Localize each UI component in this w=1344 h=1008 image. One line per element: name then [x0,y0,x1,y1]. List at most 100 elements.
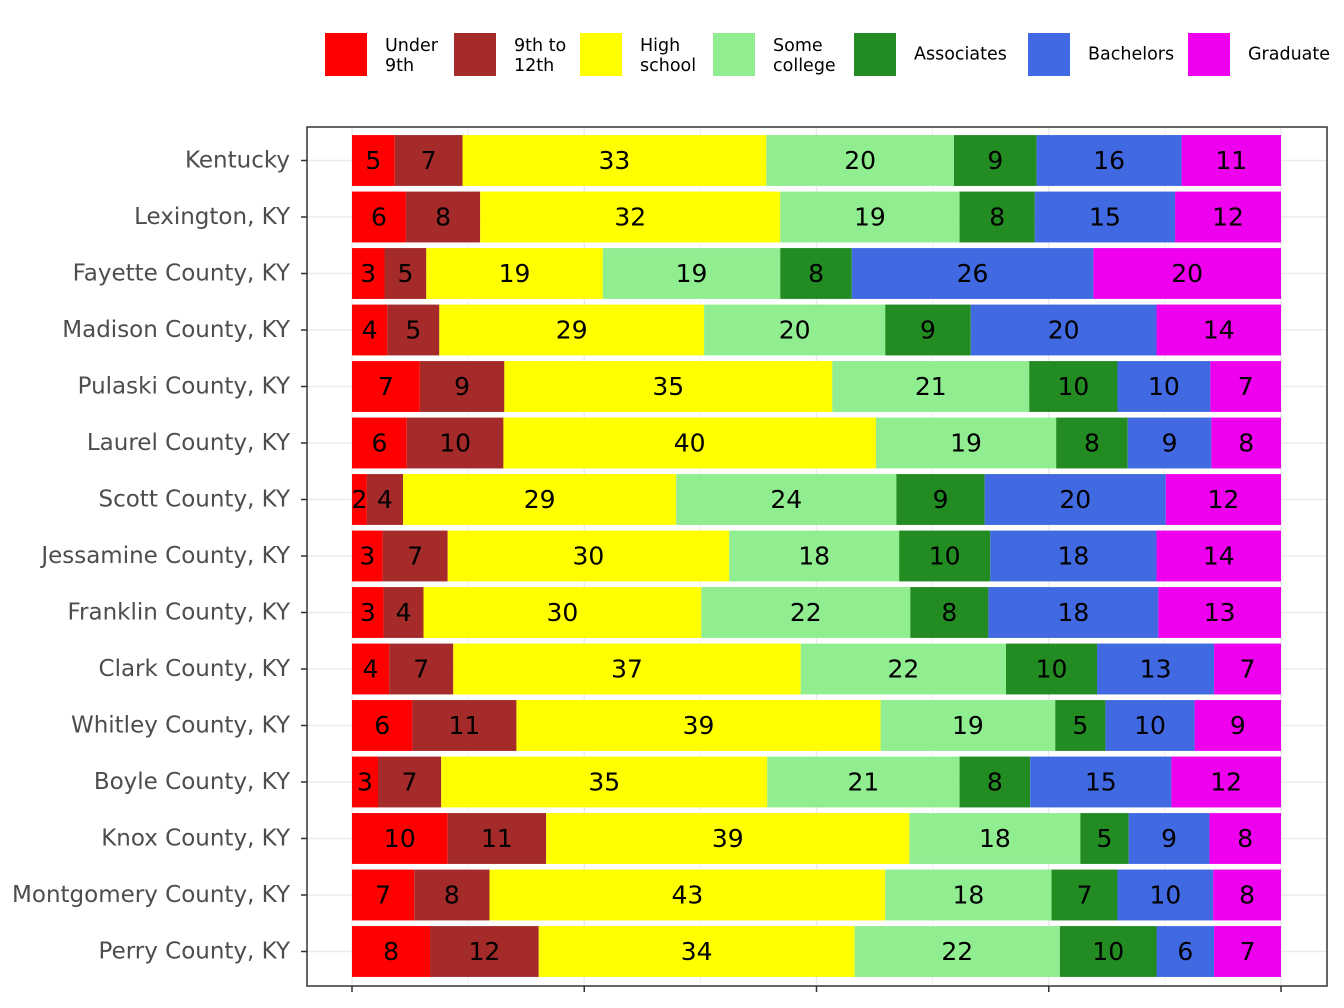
data-label: 9 [933,485,949,514]
bar-segment [352,926,431,977]
bar-segment [1213,869,1281,921]
bar-segment [439,304,705,356]
data-label: 39 [683,711,715,740]
legend-label: 9th [385,56,414,76]
data-label: 9 [987,146,1003,175]
data-label: 11 [449,711,481,740]
bar-segment [676,474,897,525]
bar-segment [851,248,1094,299]
data-label: 20 [779,316,811,345]
y-tick-label: Boyle County, KY [94,769,291,795]
data-label: 8 [435,203,451,232]
bar-segment [832,361,1030,412]
bar-segment [352,474,367,525]
bar-segment [1105,700,1195,751]
data-label: 16 [1093,146,1125,175]
data-label: 33 [599,146,631,175]
bar-segment [780,191,960,243]
data-label: 43 [671,881,703,910]
legend-key [854,33,896,76]
legend-label: 9th to [514,36,566,56]
data-label: 9 [1230,711,1246,740]
bar-segment [1156,304,1281,356]
bar-segment [352,587,384,638]
bar-segment [384,248,427,299]
y-tick-label: Laurel County, KY [87,430,291,456]
data-label: 10 [439,429,471,458]
bar-segment [352,869,415,921]
bar-segment [352,643,390,695]
data-label: 9 [454,372,470,401]
bar-segment [1156,530,1281,582]
y-tick-label: Perry County, KY [99,939,291,965]
data-label: 3 [360,598,376,627]
data-label: 39 [712,824,744,853]
data-label: 18 [1057,598,1089,627]
bar-segment [988,587,1159,638]
legend-key [325,33,367,76]
legend-label: 12th [514,56,554,76]
data-label: 14 [1203,542,1235,571]
data-label: 10 [929,542,961,571]
data-label: 18 [798,542,830,571]
data-label: 35 [588,768,620,797]
data-label: 8 [383,937,399,966]
data-label: 13 [1140,655,1172,684]
bar-segment [447,530,730,582]
bar-segment [1171,756,1281,808]
data-label: 4 [396,598,412,627]
bar-segment [426,248,603,299]
bar-segment [366,474,404,525]
bar-segment [1156,926,1215,977]
data-label: 5 [1072,711,1088,740]
bar-segment [352,813,448,864]
bar-segment [1006,643,1098,695]
bar-segment [885,304,971,356]
bar-segment [414,869,490,921]
data-label: 20 [1048,316,1080,345]
legend-key [1188,33,1230,76]
legend-key [454,33,496,76]
bar-segment [1127,417,1212,469]
data-label: 6 [1177,937,1193,966]
y-tick-label: Scott County, KY [98,487,290,513]
data-label: 10 [1092,937,1124,966]
y-tick-label: Pulaski County, KY [78,374,291,400]
bar-segment [462,135,767,186]
legend-label: Under [385,36,439,56]
data-label: 4 [377,485,393,514]
data-label: 8 [808,259,824,288]
bar-segment [405,191,481,243]
data-label: 22 [941,937,973,966]
data-label: 3 [357,768,373,797]
bar-segment [489,869,886,921]
data-label: 8 [989,203,1005,232]
data-label: 18 [1057,542,1089,571]
bar-segment [441,756,768,808]
bar-segment [854,926,1060,977]
data-label: 18 [979,824,1011,853]
bar-segment [1128,813,1210,864]
bar-segment [780,248,852,299]
data-label: 10 [1036,655,1068,684]
data-label: 34 [681,937,713,966]
bar-segment [990,530,1157,582]
bar-segment [1036,135,1182,186]
bar-segment [430,926,539,977]
bar-segment [896,474,985,525]
y-tick-label: Clark County, KY [99,656,291,682]
bar-segment [899,530,991,582]
y-tick-label: Fayette County, KY [73,261,291,287]
data-label: 15 [1085,768,1117,797]
data-label: 19 [952,711,984,740]
bar-segment [1214,643,1281,695]
data-label: 21 [848,768,880,797]
data-label: 19 [499,259,531,288]
bar-segment [352,135,395,186]
bar-segment [984,474,1166,525]
bar-segment [423,587,702,638]
data-label: 18 [952,881,984,910]
bar-segment [383,587,424,638]
bar-segment [1175,191,1281,243]
